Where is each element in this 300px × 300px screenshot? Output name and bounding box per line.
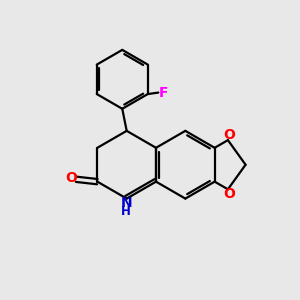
Text: O: O bbox=[65, 171, 77, 185]
Text: O: O bbox=[223, 128, 235, 142]
Text: F: F bbox=[158, 85, 168, 100]
Text: O: O bbox=[223, 187, 235, 201]
Text: N: N bbox=[120, 196, 132, 210]
Text: H: H bbox=[121, 205, 131, 218]
